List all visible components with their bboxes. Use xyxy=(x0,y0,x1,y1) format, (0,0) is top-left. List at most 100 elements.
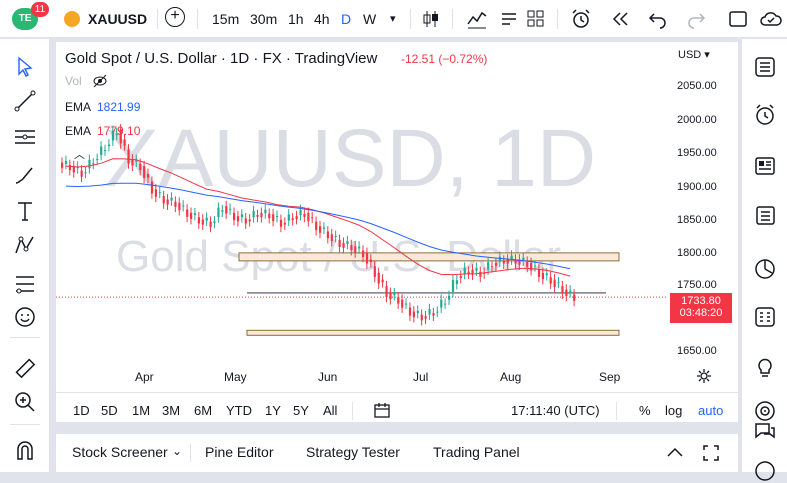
price-axis[interactable]: 2050.00 2000.00 1950.00 1900.00 1850.00 … xyxy=(668,72,738,372)
tab-strategy-tester[interactable]: Strategy Tester xyxy=(306,444,400,460)
candle-body xyxy=(526,261,529,267)
replay-icon[interactable] xyxy=(610,9,630,29)
chart-settings-icon[interactable] xyxy=(696,368,712,384)
candles-icon[interactable] xyxy=(421,9,441,29)
horizontal-lines-icon[interactable] xyxy=(13,125,37,149)
candle-body xyxy=(119,129,122,144)
interval-30m[interactable]: 30m xyxy=(250,11,278,27)
candle-body xyxy=(107,144,111,147)
pattern-icon[interactable] xyxy=(13,233,37,257)
symbol-name[interactable]: XAUUSD xyxy=(88,11,148,27)
help-icon[interactable] xyxy=(753,459,777,483)
candle-body xyxy=(295,216,298,220)
chart-pane[interactable]: XAUUSD, 1D Gold Spot / U.S. Dollar Gold … xyxy=(56,42,738,422)
watchlist-icon[interactable] xyxy=(753,55,777,79)
chat-icon[interactable] xyxy=(753,419,777,443)
range-1m[interactable]: 1M xyxy=(132,403,151,418)
interval-4h[interactable]: 4h xyxy=(314,11,330,27)
candle-body xyxy=(61,162,64,168)
candle-body xyxy=(479,271,482,277)
fullscreen-square-icon[interactable] xyxy=(728,9,748,29)
layout-grid-icon[interactable] xyxy=(526,9,546,29)
candle-body xyxy=(178,202,181,211)
range-5y[interactable]: 5Y xyxy=(293,403,309,418)
tab-stock-screener[interactable]: Stock Screener xyxy=(72,444,168,460)
utc-clock[interactable]: 17:11:40 (UTC) xyxy=(511,403,600,418)
candle-body xyxy=(401,299,404,308)
calendar-list-icon[interactable] xyxy=(753,203,777,227)
time-tick: Sep xyxy=(599,370,621,384)
legend-collapse-icon[interactable]: ︿ xyxy=(74,149,85,161)
candle-body xyxy=(84,172,87,174)
candle-body xyxy=(213,221,216,223)
candle-body xyxy=(260,212,263,218)
tab-trading-panel[interactable]: Trading Panel xyxy=(433,444,520,460)
chevron-up-icon[interactable] xyxy=(666,445,684,459)
chevron-down-icon[interactable]: ⌄ xyxy=(172,444,183,458)
text-tool-icon[interactable] xyxy=(13,199,37,223)
divider xyxy=(452,9,453,29)
candle-body xyxy=(553,279,556,287)
candle-body xyxy=(299,209,302,216)
candle-body xyxy=(565,289,568,297)
price-tick: 1900.00 xyxy=(677,181,717,193)
candle-body xyxy=(252,211,255,218)
interval-w[interactable]: W xyxy=(363,11,377,27)
fib-retracement-icon[interactable] xyxy=(13,272,37,296)
candle-body xyxy=(541,272,545,280)
interval-dropdown-icon[interactable]: ▾ xyxy=(390,13,396,25)
candle-body xyxy=(256,215,259,217)
candle-body xyxy=(311,217,314,219)
range-1d[interactable]: 1D xyxy=(73,403,90,418)
cloud-save-icon[interactable] xyxy=(759,9,783,29)
currency-selector[interactable]: USD ▾ xyxy=(678,49,710,61)
data-window-icon[interactable] xyxy=(753,305,777,329)
time-tick: Jul xyxy=(413,370,429,384)
emoji-icon[interactable] xyxy=(13,305,37,329)
goto-date-icon[interactable] xyxy=(373,401,391,419)
tab-pine-editor[interactable]: Pine Editor xyxy=(205,444,274,460)
indicators-icon[interactable] xyxy=(466,8,488,30)
interval-1h[interactable]: 1h xyxy=(288,11,304,27)
trend-line-icon[interactable] xyxy=(13,89,37,113)
news-icon[interactable] xyxy=(753,154,777,178)
candle-body xyxy=(162,196,165,204)
zoom-in-icon[interactable] xyxy=(13,390,37,414)
interval-15m[interactable]: 15m xyxy=(212,11,240,27)
eye-hidden-icon[interactable] xyxy=(92,74,108,88)
range-6m[interactable]: 6M xyxy=(194,403,213,418)
target-icon[interactable] xyxy=(753,399,777,423)
candle-body xyxy=(440,299,443,308)
range-3m[interactable]: 3M xyxy=(162,403,181,418)
range-ytd[interactable]: YTD xyxy=(226,403,252,418)
undo-icon[interactable] xyxy=(648,9,668,29)
candle-body xyxy=(72,166,75,173)
range-5d[interactable]: 5D xyxy=(101,403,118,418)
ideas-bulb-icon[interactable] xyxy=(753,355,777,379)
magnet-icon[interactable] xyxy=(13,439,37,463)
compare-icon[interactable] xyxy=(498,8,520,30)
price-chart[interactable] xyxy=(56,42,738,372)
time-tick: Jun xyxy=(318,370,338,384)
hotlists-icon[interactable] xyxy=(753,257,777,281)
add-symbol-button[interactable]: + xyxy=(165,7,185,27)
maximize-icon[interactable] xyxy=(702,444,720,462)
candle-body xyxy=(455,280,459,285)
percent-toggle[interactable]: % xyxy=(639,403,651,418)
ruler-icon[interactable] xyxy=(13,356,37,380)
alarm-clock-icon[interactable] xyxy=(570,8,592,30)
candle-body xyxy=(514,259,517,264)
redo-icon[interactable] xyxy=(686,9,706,29)
candle-body xyxy=(342,242,345,248)
candle-body xyxy=(150,181,154,194)
log-toggle[interactable]: log xyxy=(665,403,683,418)
brush-icon[interactable] xyxy=(13,163,37,187)
alerts-clock-icon[interactable] xyxy=(753,103,777,127)
range-all[interactable]: All xyxy=(323,403,338,418)
candle-body xyxy=(330,234,333,242)
candle-body xyxy=(369,259,373,263)
interval-d[interactable]: D xyxy=(341,11,352,27)
cursor-icon[interactable] xyxy=(13,55,37,79)
auto-toggle[interactable]: auto xyxy=(698,403,724,418)
range-1y[interactable]: 1Y xyxy=(265,403,281,418)
